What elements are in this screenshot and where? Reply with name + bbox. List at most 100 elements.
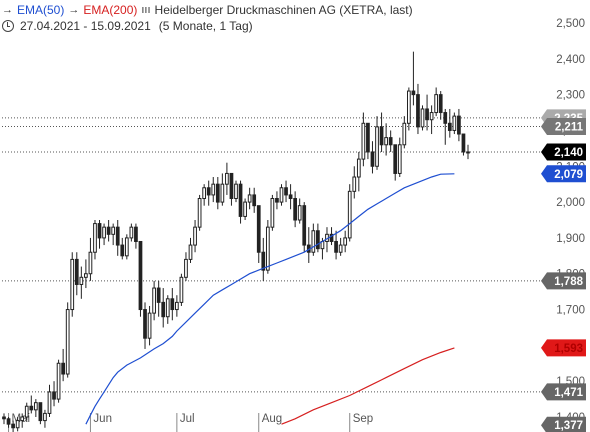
price-badge: [541, 118, 586, 136]
period-label: (5 Monate, 1 Tag): [158, 19, 253, 33]
candle-up: [234, 183, 238, 200]
legend-arrow-icon: →: [2, 4, 13, 16]
legend-row-indicators: → EMA(50) → EMA(200) ııı Heidelberger Dr…: [2, 2, 413, 18]
candle-down: [138, 240, 143, 311]
candle-up: [243, 201, 247, 217]
price-badge-label: 1,471: [554, 387, 583, 399]
candle-down: [74, 258, 79, 285]
y-tick-label: 1,700: [556, 305, 585, 317]
candle-up: [33, 402, 38, 411]
candle-up: [179, 276, 184, 303]
candle-down: [6, 418, 11, 425]
candle-down: [293, 198, 298, 221]
candle-up: [356, 158, 361, 178]
candle-up: [406, 90, 411, 124]
price-badge: [541, 416, 586, 432]
candle-down: [438, 94, 443, 114]
candle-down: [229, 172, 234, 200]
candle-up: [84, 273, 88, 278]
candle-down: [143, 309, 147, 339]
candle-down: [256, 205, 261, 253]
candle-down: [156, 287, 161, 303]
price-badge: [541, 272, 586, 290]
candle-down: [416, 94, 420, 128]
candle-up: [15, 420, 20, 429]
candle-up: [352, 176, 357, 192]
candle-down: [447, 122, 452, 131]
candle-up: [47, 391, 52, 414]
price-badge: [541, 165, 586, 183]
candle-down: [106, 226, 111, 235]
candle-up: [375, 126, 379, 167]
date-range: 27.04.2021 - 15.09.2021: [20, 19, 151, 33]
candle-down: [61, 362, 66, 375]
candle-up: [152, 287, 156, 314]
chart-legend: → EMA(50) → EMA(200) ııı Heidelberger Dr…: [2, 2, 413, 34]
candle-up: [193, 226, 197, 246]
candle-down: [316, 230, 320, 250]
price-badge: [541, 143, 586, 161]
candle-up: [197, 198, 202, 228]
candle-down: [388, 137, 393, 146]
candle-down: [134, 226, 138, 242]
price-badge-label: 1,593: [554, 343, 583, 355]
candle-down: [411, 90, 416, 96]
candle-up: [111, 226, 116, 235]
candle-down: [2, 416, 6, 420]
candle-up: [174, 301, 179, 311]
candle-down: [206, 187, 211, 196]
clock-icon: [2, 20, 14, 32]
candle-down: [161, 301, 166, 318]
candle-down: [284, 187, 288, 196]
chart-title: Heidelberger Druckmaschinen AG (XETRA, l…: [154, 3, 413, 17]
candle-up: [79, 276, 84, 285]
candle-down: [11, 423, 15, 429]
candle-down: [370, 151, 375, 167]
candle-down: [461, 133, 466, 153]
candle-down: [252, 194, 257, 207]
y-tick-label: 2,300: [556, 90, 585, 102]
candle-down: [329, 233, 334, 242]
x-tick-label: Sep: [353, 413, 373, 425]
legend-ema200[interactable]: EMA(200): [83, 3, 138, 17]
legend-ema50[interactable]: EMA(50): [17, 3, 65, 17]
candle-up: [311, 230, 316, 253]
candle-down: [29, 405, 34, 411]
price-badge: [541, 339, 586, 357]
candle-up: [220, 183, 225, 203]
candle-up: [265, 226, 270, 271]
candle-down: [288, 194, 293, 200]
candle-down: [238, 183, 243, 217]
candle-up: [43, 412, 47, 422]
price-badge-label: 1,788: [554, 276, 583, 288]
candle-down: [366, 122, 370, 153]
candle-down: [334, 240, 338, 253]
candlestick-icon: ııı: [141, 4, 151, 16]
candle-up: [24, 405, 29, 418]
ema200-line: [281, 347, 455, 425]
price-badge-label: 2,140: [554, 147, 583, 159]
candle-up: [147, 312, 152, 339]
price-badge-label: 1,377: [554, 420, 583, 432]
x-tick-label: Jul: [180, 413, 195, 425]
candle-down: [443, 112, 448, 124]
candle-up: [102, 226, 106, 239]
candle-up: [124, 237, 129, 257]
candle-down: [115, 226, 120, 246]
legend-row-range: 27.04.2021 - 15.09.2021 (5 Monate, 1 Tag…: [2, 18, 413, 34]
candle-up: [384, 137, 388, 146]
candle-up: [225, 172, 229, 185]
y-tick-label: 2,400: [556, 54, 585, 66]
candle-up: [270, 198, 275, 228]
candle-down: [261, 251, 266, 271]
candle-up: [129, 226, 134, 239]
candle-down: [120, 244, 125, 257]
candle-up: [184, 258, 188, 278]
candle-up: [202, 187, 207, 200]
candle-down: [302, 205, 307, 246]
candle-up: [361, 122, 366, 160]
y-tick-label: 1,900: [556, 233, 585, 245]
candle-down: [52, 391, 56, 400]
candle-up: [434, 94, 439, 114]
